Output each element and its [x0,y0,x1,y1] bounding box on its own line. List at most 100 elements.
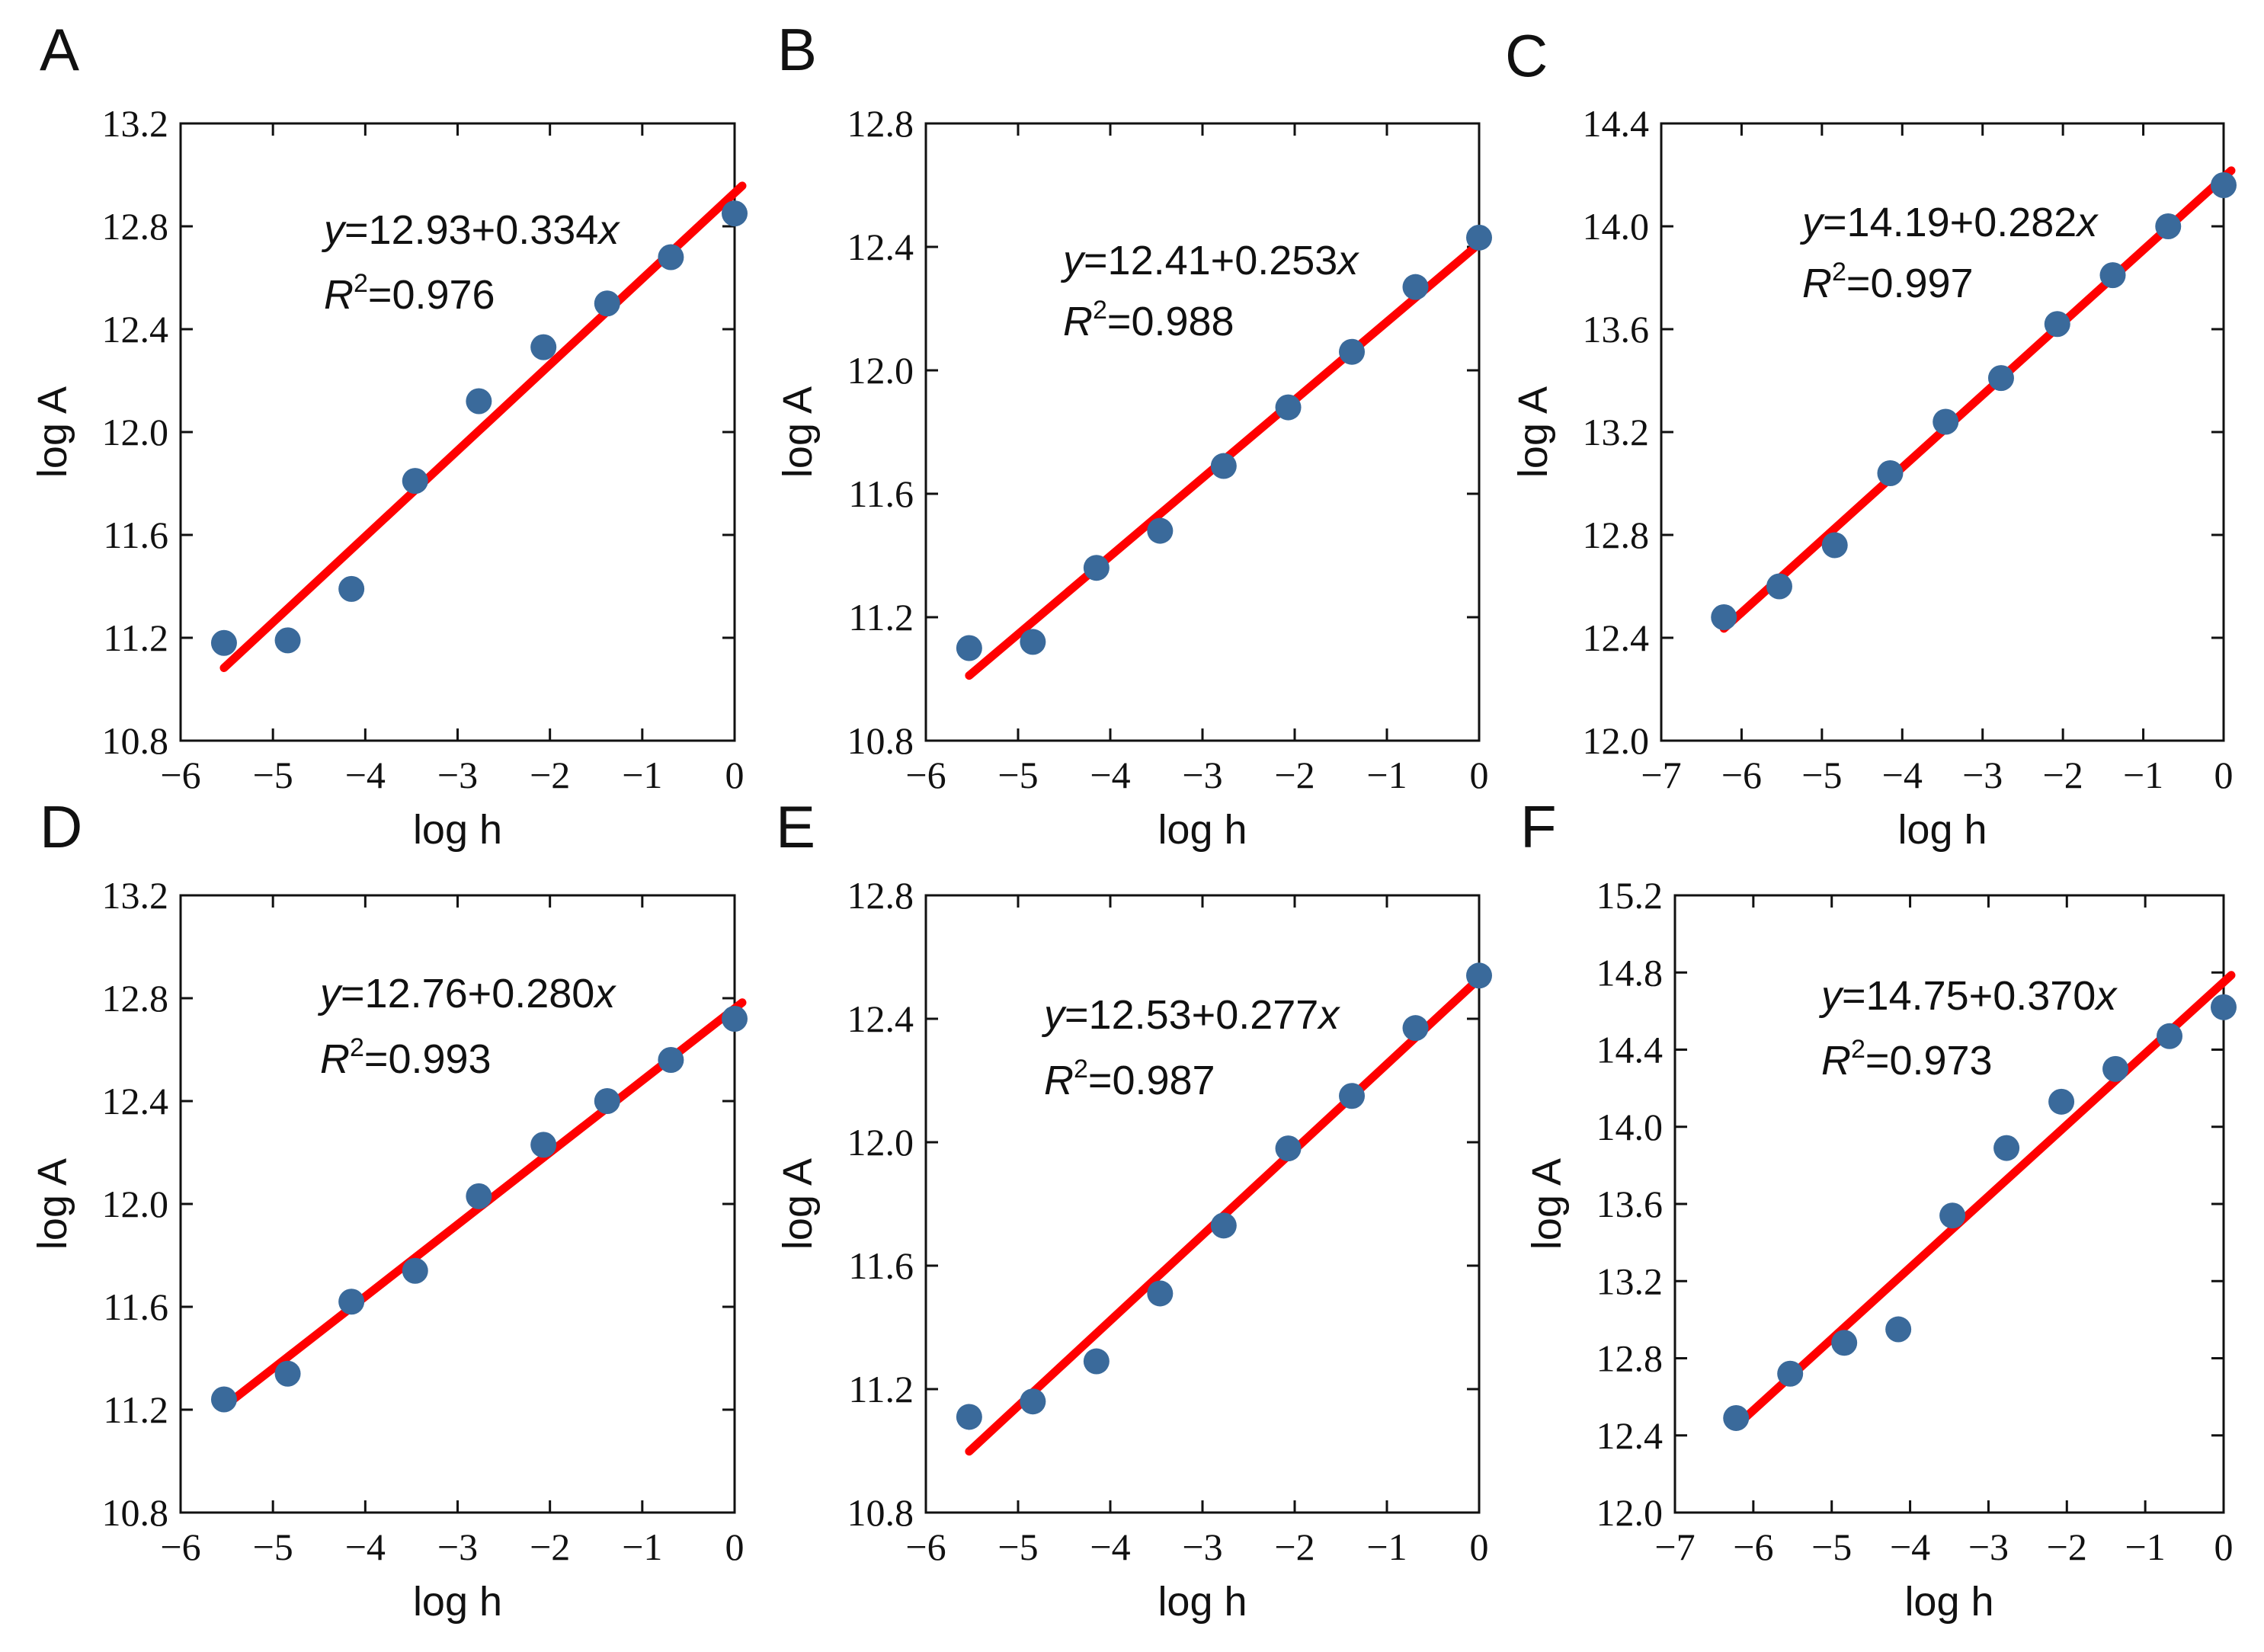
y-tick-label: 12.0 [847,1121,914,1164]
y-axis-title: log A [775,386,821,478]
fit-equation: y=12.53+0.277x [1041,992,1340,1038]
y-tick-label: 10.8 [847,719,914,762]
data-point [1210,453,1237,479]
y-tick-label: 14.4 [1596,1029,1664,1071]
panel-b: B −6 −5 −4 −3 −2 −1 0 10.8 11.2 11.6 12.0 12.4 12.8 lo… [775,16,1492,853]
x-tick-label: −2 [530,1526,570,1568]
x-tick-label: −2 [1274,754,1315,796]
panel-a: A −6 −5 −4 −3 −2 −1 0 10.8 11.2 11.6 12.0 12.4 12.8 13… [30,16,748,853]
x-tick-label: 0 [725,754,745,796]
data-point [1877,460,1904,486]
x-tick-label: −5 [1801,754,1842,796]
y-tick-label: 12.8 [847,874,914,917]
r2-superscript: 2 [350,1033,364,1062]
r2-superscript: 2 [1832,258,1846,287]
eq-x-var: x [1316,992,1340,1038]
r2-value: =0.988 [1107,299,1234,344]
data-point [722,1006,748,1032]
y-tick-label: 14.0 [1596,1106,1664,1148]
y-tick-label: 11.2 [103,1388,168,1431]
y-tick-label: 11.6 [103,1285,168,1328]
data-point [1466,962,1492,989]
eq-y-var: y [1799,200,1825,245]
data-point [1339,338,1366,365]
x-tick-label: −1 [622,754,662,796]
x-axis-title: log h [1158,1579,1247,1625]
y-tick-label: 12.0 [1596,1491,1664,1534]
r-squared: R2=0.987 [1044,1055,1215,1103]
r2-r: R [1802,261,1832,306]
y-tick-label: 11.2 [848,596,914,639]
y-tick-label: 12.4 [1596,1414,1664,1457]
y-tick-label: 12.0 [1583,719,1650,762]
y-tick-label: 12.8 [102,205,169,248]
y-tick-label: 12.8 [1583,514,1650,556]
x-tick-label: −3 [1962,754,2003,796]
data-point [402,468,428,495]
x-tick-label: −1 [2125,1526,2166,1568]
x-tick-label: −1 [1366,754,1407,796]
data-point [1402,1015,1429,1042]
y-tick-label: 11.6 [848,472,914,515]
r2-superscript: 2 [1851,1035,1865,1064]
y-tick-label: 13.6 [1596,1183,1664,1225]
x-tick-label: 0 [725,1526,745,1568]
data-point [210,629,237,656]
r2-superscript: 2 [1093,296,1107,325]
eq-x-var: x [2074,200,2099,245]
y-tick-label: 11.2 [103,616,168,659]
data-point [338,575,365,602]
data-point [2099,262,2126,289]
x-tick-label: −7 [1654,1526,1695,1568]
y-tick-label: 12.4 [102,1080,169,1122]
y-tick-label: 12.0 [102,1183,169,1225]
x-tick-label: −5 [998,1526,1038,1568]
x-tick-label: −1 [1366,1526,1407,1568]
data-point [1933,408,1959,435]
data-point [2157,1023,2183,1049]
data-point [956,635,982,661]
eq-body: =12.93+0.334 [344,207,598,253]
panel-letter: A [40,16,79,83]
panel-e: E −6 −5 −4 −3 −2 −1 0 10.8 11.2 11.6 12.0 12.4 12.8 lo… [775,793,1492,1625]
data-point [1777,1360,1804,1387]
eq-y-var: y [317,971,343,1016]
panel-letter: D [40,793,82,860]
x-tick-label: −3 [1182,1526,1222,1568]
r2-value: =0.976 [368,272,495,318]
data-point [1147,1280,1174,1307]
y-tick-label: 12.4 [847,226,914,268]
data-point [658,244,684,271]
panel-c: C −7 −6 −5 −4 −3 −2 −1 0 12.0 12.4 12.8 13.2 13.6 14.0… [1505,22,2237,853]
data-point [1020,1388,1046,1415]
x-tick-label: −1 [622,1526,662,1568]
r2-r: R [1821,1038,1851,1084]
data-point [1885,1316,1912,1343]
y-tick-label: 13.2 [102,874,169,917]
eq-body: =14.19+0.282 [1823,200,2077,245]
x-tick-label: −4 [345,1526,386,1568]
data-point [1275,394,1302,421]
r2-value: =0.973 [1865,1038,1993,1084]
r-squared: R2=0.993 [320,1033,492,1082]
x-tick-label: −4 [1882,754,1923,796]
y-tick-label: 12.8 [847,102,914,145]
eq-body: =12.41+0.253 [1084,238,1337,283]
data-point [1275,1135,1302,1162]
data-point [338,1289,365,1315]
fit-line [219,181,747,672]
r-squared: R2=0.976 [324,269,495,318]
r-squared: R2=0.988 [1063,296,1234,344]
r2-r: R [320,1036,350,1082]
data-point [530,1132,557,1158]
fit-line [965,967,1491,1456]
x-tick-label: −2 [2047,1526,2087,1568]
x-tick-label: −4 [345,754,386,796]
x-tick-label: 0 [1470,754,1489,796]
y-tick-label: 13.2 [1596,1260,1664,1302]
data-point [1766,573,1792,600]
data-point [2211,172,2237,198]
panel-f: F −7 −6 −5 −4 −3 −2 −1 0 12.0 12.4 12.8 13.2 13.6 14.0… [1520,793,2237,1625]
data-point [956,1404,982,1430]
